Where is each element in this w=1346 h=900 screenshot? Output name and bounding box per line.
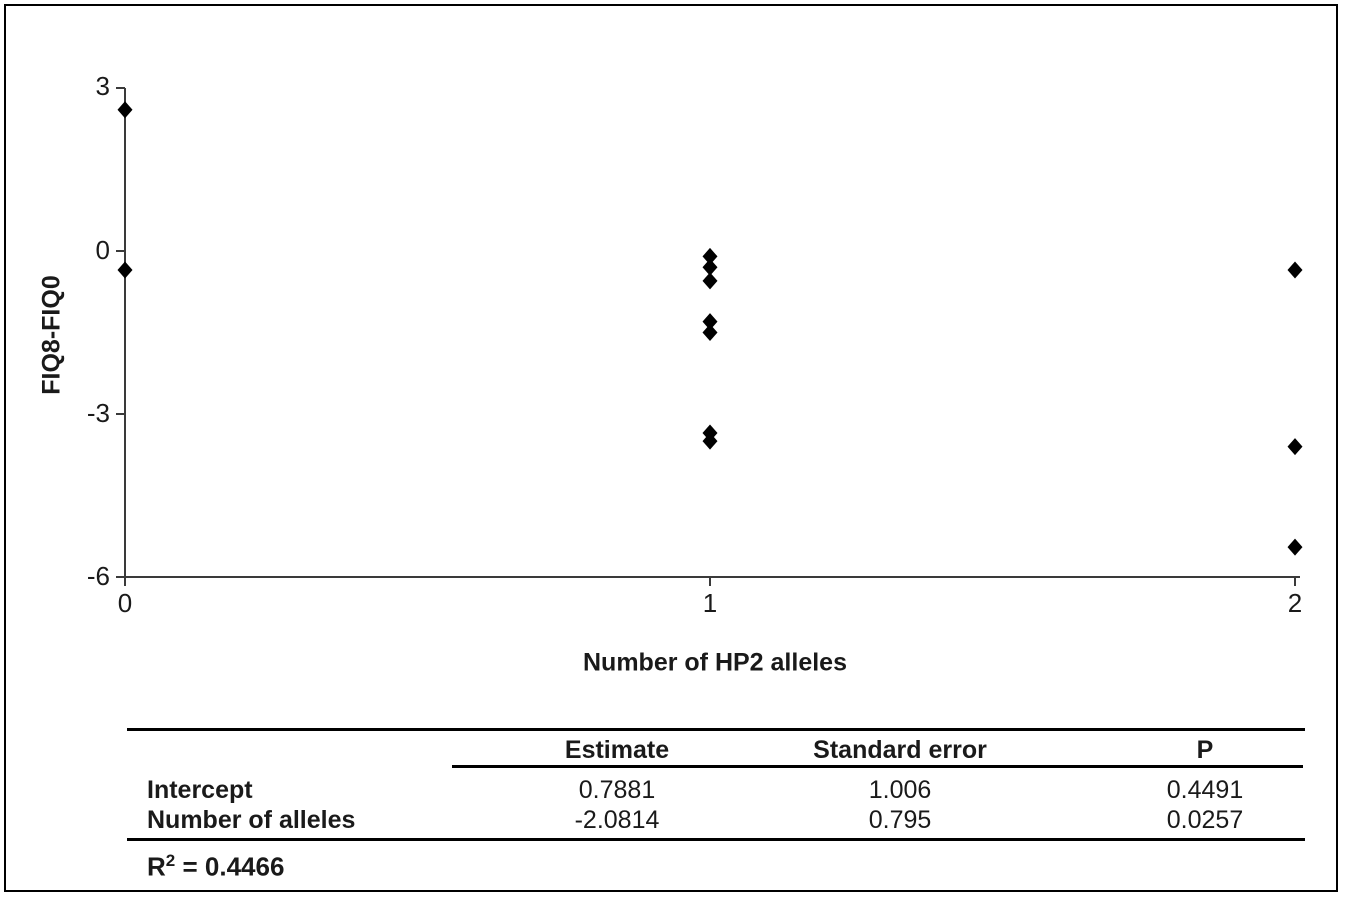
data-point-diamond <box>702 272 718 290</box>
x-tick-label-1: 1 <box>702 588 718 618</box>
y-tick-label-minus3: -3 <box>86 398 110 428</box>
y-tick-label-minus6: -6 <box>86 561 110 591</box>
data-point-diamond <box>1287 261 1303 279</box>
y-axis-title: FIQ8-FIQ0 <box>37 275 66 395</box>
x-tick-label-2: 2 <box>1287 588 1303 618</box>
row-label-number-of-alleles: Number of alleles <box>147 806 356 834</box>
cell-alleles-estimate: -2.0814 <box>574 806 660 834</box>
y-tick-label-0: 0 <box>95 235 110 265</box>
row-label-intercept: Intercept <box>147 776 253 804</box>
data-point-diamond <box>117 101 133 119</box>
x-tick-label-0: 0 <box>117 588 133 618</box>
data-point-diamond <box>702 432 718 450</box>
data-point-diamond <box>1287 438 1303 456</box>
table-header-rule <box>452 765 1303 768</box>
data-point-diamond <box>702 324 718 341</box>
data-point-diamond <box>1287 538 1303 556</box>
cell-intercept-p: 0.4491 <box>1166 776 1244 804</box>
y-tick-label-3: 3 <box>95 71 110 101</box>
cell-alleles-p: 0.0257 <box>1166 806 1244 834</box>
table-bottom-rule <box>127 838 1305 841</box>
cell-intercept-standard-error: 1.006 <box>868 776 932 804</box>
data-point-diamond <box>117 261 133 279</box>
r-squared-base: R <box>147 851 166 882</box>
column-header-standard-error: Standard error <box>813 736 987 764</box>
table-top-rule <box>127 728 1305 731</box>
data-point-diamond <box>702 247 718 265</box>
data-point-diamond <box>702 258 718 276</box>
cell-intercept-estimate: 0.7881 <box>578 776 656 804</box>
x-axis-title: Number of HP2 alleles <box>583 648 847 677</box>
column-header-p: P <box>1196 736 1214 764</box>
column-header-estimate: Estimate <box>564 736 670 764</box>
cell-alleles-standard-error: 0.795 <box>868 806 932 834</box>
r-squared-annotation: R2 = 0.4466 <box>147 846 284 882</box>
data-point-diamond <box>702 313 718 331</box>
r-squared-value: = 0.4466 <box>175 851 285 882</box>
r-squared-sup: 2 <box>165 851 176 870</box>
